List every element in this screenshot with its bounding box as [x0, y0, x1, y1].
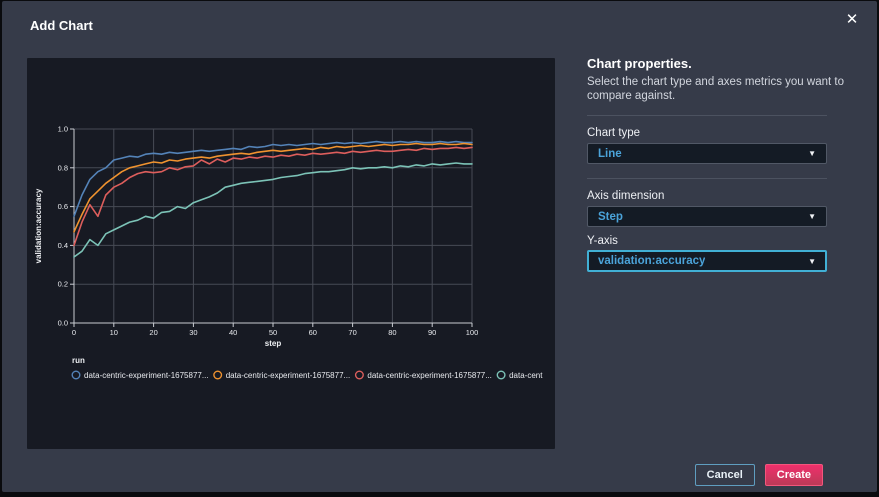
y-axis-value: validation:accuracy	[598, 255, 706, 267]
svg-text:data-cent: data-cent	[509, 371, 543, 380]
chart-type-value: Line	[598, 147, 622, 160]
svg-text:data-centric-experiment-167587: data-centric-experiment-1675877...	[367, 371, 492, 380]
chart-type-label: Chart type	[587, 127, 641, 139]
svg-text:50: 50	[269, 328, 277, 337]
chart-type-select[interactable]: Line ▼	[587, 143, 827, 164]
svg-text:80: 80	[388, 328, 396, 337]
svg-text:0.6: 0.6	[58, 202, 68, 211]
svg-text:0.0: 0.0	[58, 319, 68, 328]
svg-text:20: 20	[149, 328, 157, 337]
modal-title: Add Chart	[30, 18, 93, 33]
svg-text:30: 30	[189, 328, 197, 337]
metrics-line-chart: 0 10 20 30 40 50 60 70 80 90 100 0.0 0.2 0.4 0.6 0.8 1.0…	[34, 125, 543, 381]
svg-text:data-centric-experiment-167587: data-centric-experiment-1675877...	[84, 371, 209, 380]
svg-text:0: 0	[72, 328, 76, 337]
cancel-button[interactable]: Cancel	[694, 464, 755, 486]
chart-properties-panel: Chart properties. Select the chart type …	[587, 51, 853, 351]
svg-text:data-centric-experiment-167587: data-centric-experiment-1675877...	[226, 371, 351, 380]
create-button[interactable]: Create	[764, 464, 823, 486]
divider	[587, 115, 827, 116]
svg-text:0.2: 0.2	[58, 280, 68, 289]
svg-text:40: 40	[229, 328, 237, 337]
modal-footer: Cancel Create	[694, 464, 823, 486]
chart-preview-panel: 0 10 20 30 40 50 60 70 80 90 100 0.0 0.2 0.4 0.6 0.8 1.0…	[27, 58, 555, 449]
svg-text:step: step	[265, 339, 282, 348]
svg-text:90: 90	[428, 328, 436, 337]
properties-heading: Chart properties.	[587, 56, 692, 71]
svg-text:validation:accuracy: validation:accuracy	[34, 188, 43, 263]
svg-text:run: run	[72, 356, 85, 365]
svg-text:0.8: 0.8	[58, 163, 68, 172]
chevron-down-icon: ▼	[808, 256, 816, 266]
svg-text:100: 100	[466, 328, 479, 337]
chevron-down-icon: ▼	[808, 149, 816, 158]
svg-text:10: 10	[110, 328, 118, 337]
divider	[587, 178, 827, 179]
svg-text:60: 60	[309, 328, 317, 337]
y-axis-label: Y-axis	[587, 235, 618, 247]
svg-text:70: 70	[348, 328, 356, 337]
y-axis-select[interactable]: validation:accuracy ▼	[587, 250, 827, 272]
svg-text:0.4: 0.4	[58, 241, 68, 250]
svg-text:1.0: 1.0	[58, 125, 68, 134]
close-icon[interactable]: ✕	[845, 11, 859, 28]
axis-dimension-value: Step	[598, 210, 623, 223]
properties-description: Select the chart type and axes metrics y…	[587, 76, 844, 102]
axis-dimension-label: Axis dimension	[587, 190, 665, 202]
chevron-down-icon: ▼	[808, 212, 816, 221]
axis-dimension-select[interactable]: Step ▼	[587, 206, 827, 227]
